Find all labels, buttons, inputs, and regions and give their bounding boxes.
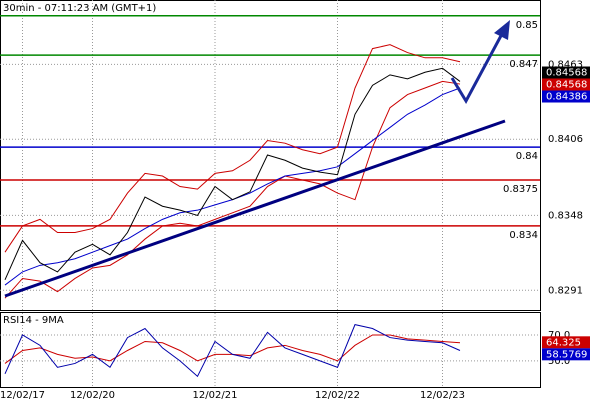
- rsi-title: RSI14 - 9MA: [3, 315, 64, 326]
- series-line: [4, 44, 461, 253]
- level-label: 0.85: [516, 20, 538, 31]
- price-tag-label: 0.84568: [546, 68, 587, 79]
- x-tick-label: 12/02/22: [315, 390, 360, 400]
- rsi-panel-frame: [0, 312, 541, 388]
- price-tag: [542, 90, 590, 103]
- x-tick-label: 12/02/20: [70, 390, 115, 400]
- y-tick-label: 0.8406: [548, 134, 583, 145]
- x-tick-label: 12/02/23: [420, 390, 465, 400]
- x-tick-label: 12/02/17: [0, 390, 45, 400]
- level-label: 0.8375: [503, 184, 538, 195]
- plot-layer: 0.8463 0.8406 0.8348 0.8291 0.85 0.847 0.84 0.8…: [0, 0, 590, 388]
- price-tag: [542, 66, 590, 79]
- series-line: [4, 80, 461, 299]
- series-line: [4, 324, 461, 378]
- level-label: 0.834: [509, 230, 538, 241]
- level-label: 0.847: [509, 59, 538, 70]
- price-tag-label: 58.5769: [546, 349, 587, 360]
- y-tick-label: 0.8348: [548, 210, 583, 221]
- y-tick-label: 0.8463: [548, 59, 583, 70]
- y-tick-label: 0.8291: [548, 285, 583, 296]
- x-tick-label: 12/02/21: [193, 390, 238, 400]
- level-label: 0.84: [516, 151, 538, 162]
- price-tag-label: 0.84568: [546, 80, 587, 91]
- price-tag: [542, 78, 590, 91]
- chart-title: 30min - 07:11:23 AM (GMT+1): [3, 3, 156, 14]
- trend-line: [4, 119, 506, 298]
- y-tick-label: 50.0: [548, 356, 570, 367]
- price-tag: [542, 336, 590, 349]
- price-tag: [542, 348, 590, 361]
- series-line: [4, 334, 461, 364]
- series-line: [4, 67, 461, 280]
- price-tag-label: 0.84386: [546, 92, 587, 103]
- main-panel-frame: [0, 0, 541, 311]
- forecast-arrow: [450, 31, 505, 105]
- series-line: [4, 87, 461, 286]
- arrow-head: [494, 20, 510, 40]
- y-tick-label: 70.0: [548, 330, 570, 341]
- price-tag-label: 64.325: [546, 337, 581, 348]
